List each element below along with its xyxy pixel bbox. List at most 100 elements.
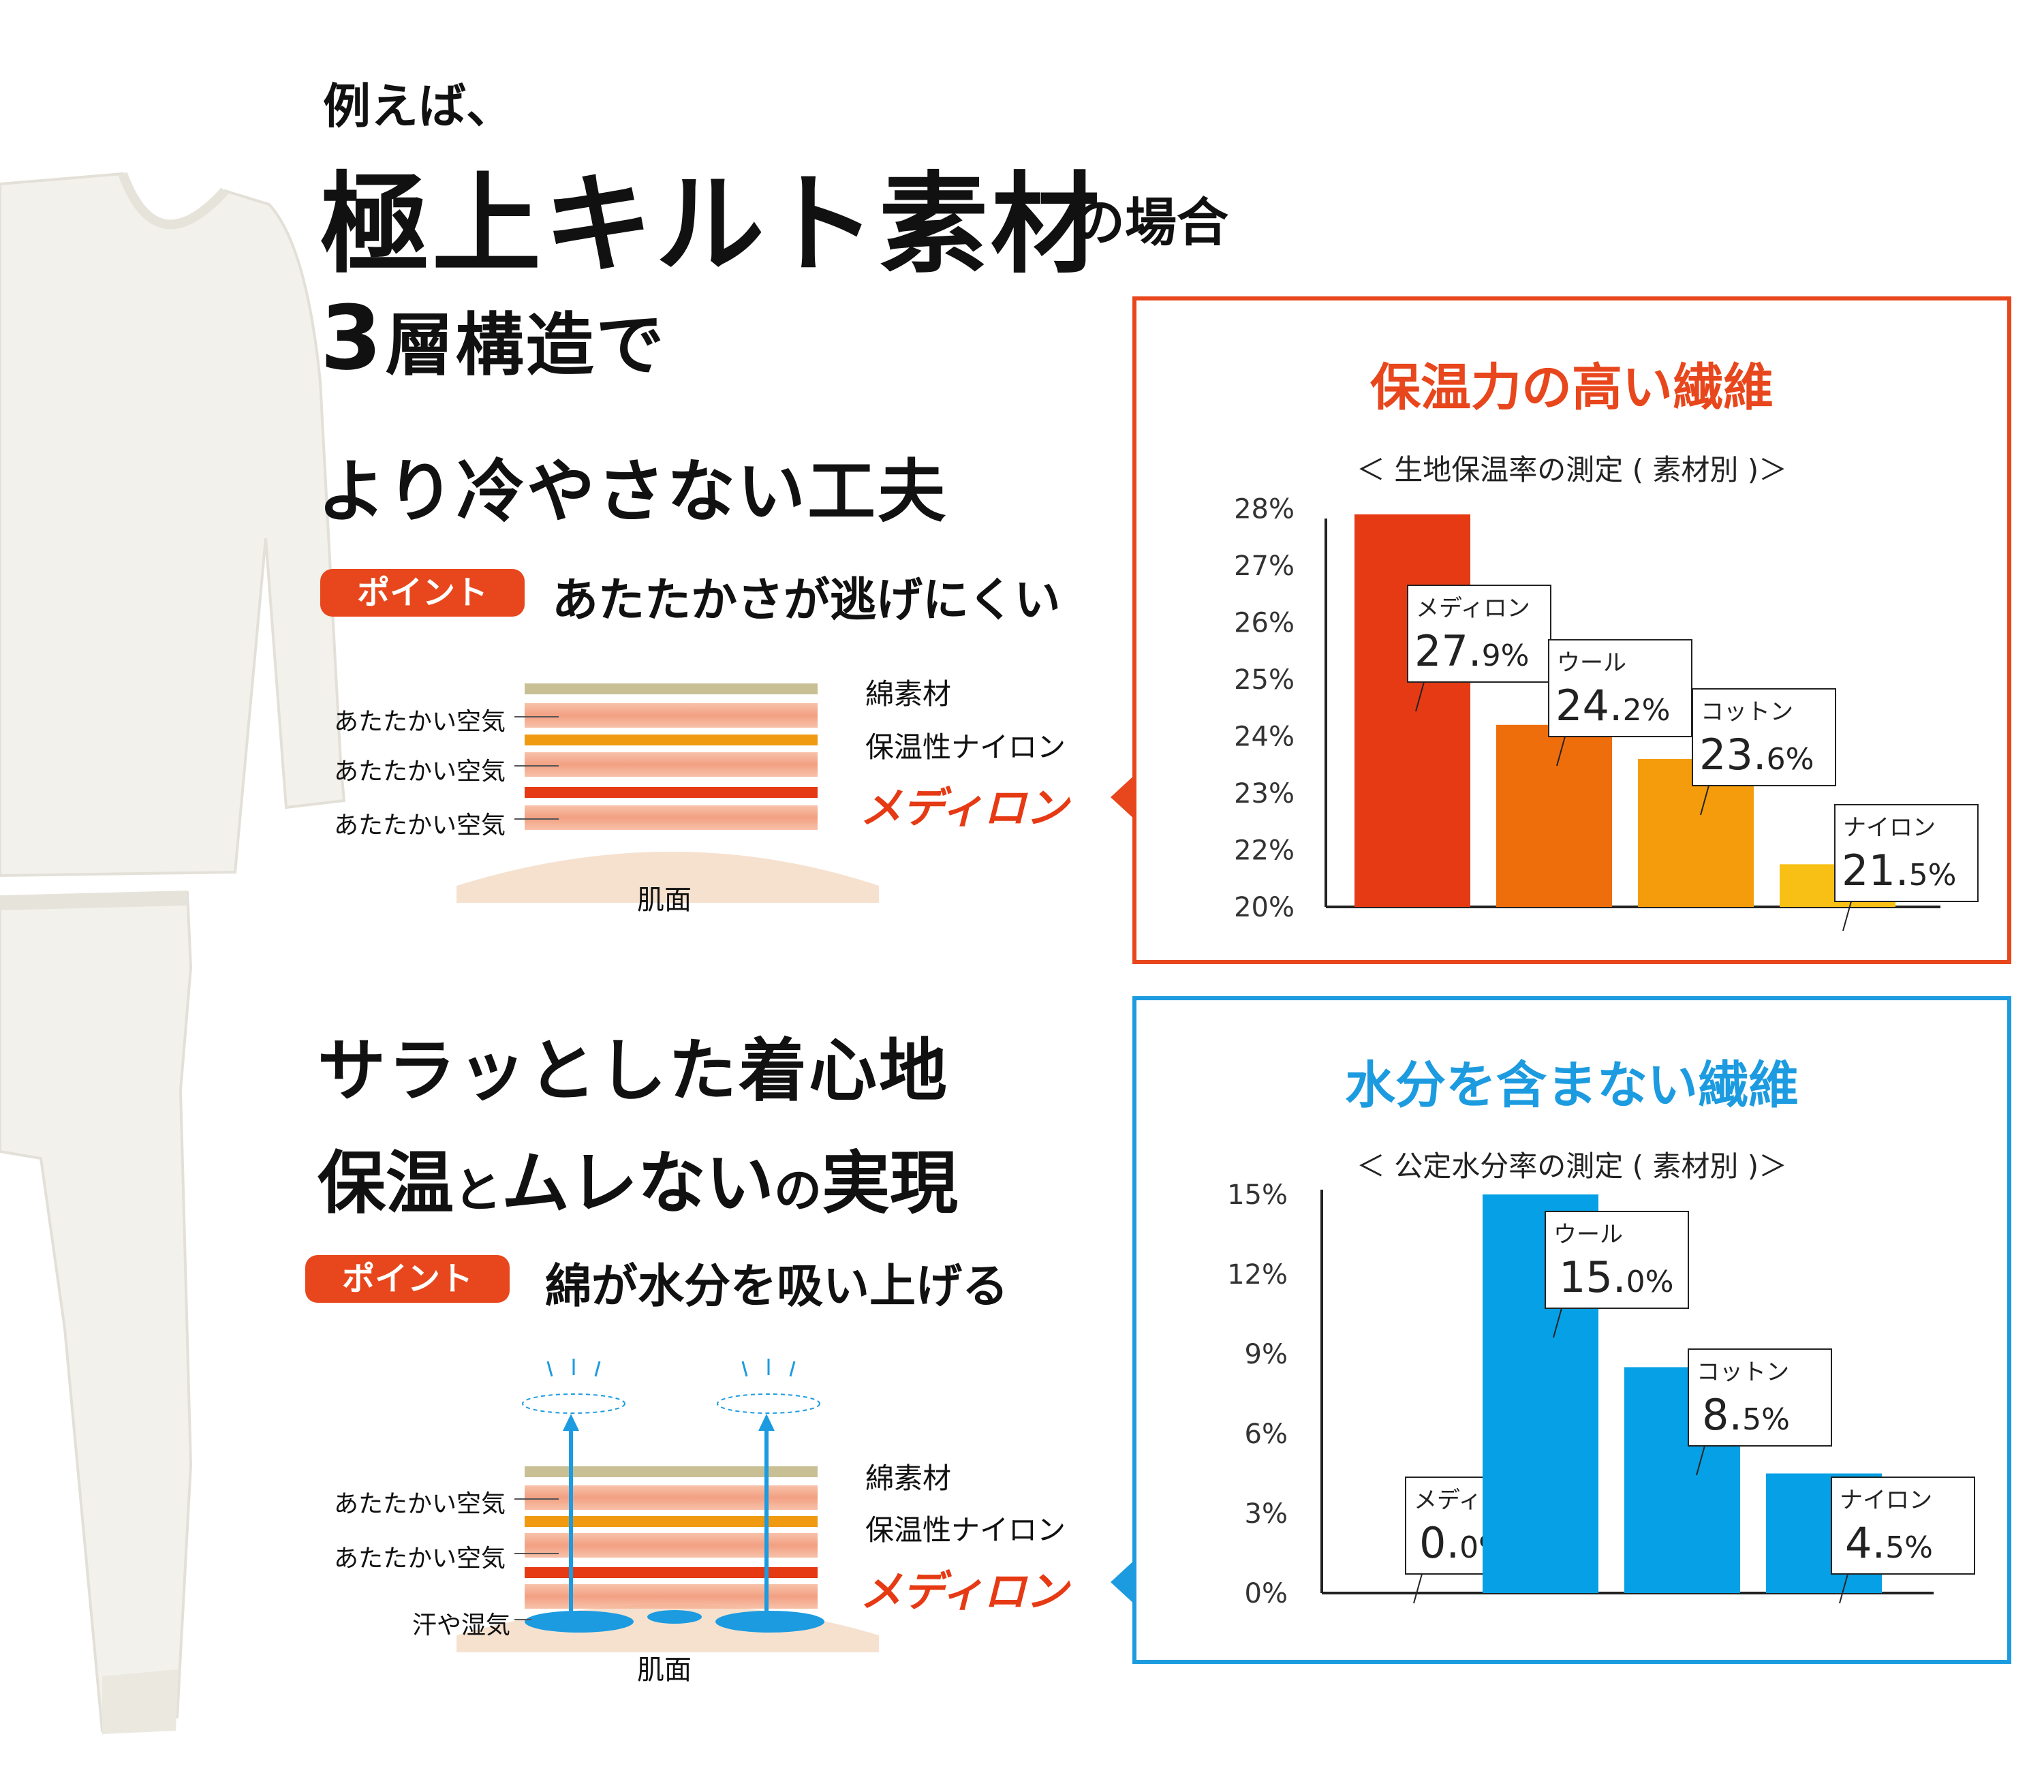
section1-heading-line1: 3 層構造で <box>320 286 666 390</box>
vapor-lines <box>546 1359 796 1377</box>
vapor-arrow-head <box>758 1414 775 1431</box>
value-label-box <box>1545 1211 1689 1309</box>
y-tick-label: 20% <box>1234 892 1295 923</box>
bar <box>1354 514 1470 907</box>
pointer-blue <box>1111 1558 1136 1606</box>
vapor-cloud <box>717 1393 820 1414</box>
chart-2-title: 水分を含まない繊維 <box>1345 1056 1799 1115</box>
warm-air-layer <box>525 1533 818 1558</box>
chart-1-title: 保温力の高い繊維 <box>1370 358 1774 417</box>
skin-label: 肌面 <box>637 884 692 916</box>
value-label-box <box>1688 1348 1832 1447</box>
y-tick-label: 15% <box>1227 1179 1288 1211</box>
label-leader <box>1839 1573 1848 1604</box>
chart-panel-1: 保温力の高い繊維 ＜ 生地保温率の測定 ( 素材別 )＞ 28% 27% 26% 25… <box>1132 296 2011 964</box>
value-label: 4.5% <box>1845 1518 1933 1568</box>
y-tick-label: 3% <box>1245 1498 1288 1530</box>
y-tick-label: 27% <box>1234 551 1295 582</box>
label-leader <box>1553 1308 1562 1338</box>
category-label: ウール <box>1553 1221 1623 1248</box>
lead-text: 例えば、 <box>323 78 514 134</box>
section2-point-text: 綿が水分を吸い上げる <box>545 1260 1009 1314</box>
layer-diagram-2 <box>456 1359 879 1652</box>
section1-heading-line2: より冷やさない工夫 <box>318 452 948 531</box>
value-label-box <box>1407 585 1551 683</box>
y-tick-label: 12% <box>1227 1259 1288 1291</box>
value-label-box <box>1692 688 1836 786</box>
y-tick-label: 0% <box>1245 1578 1288 1609</box>
y-tick-label: 23% <box>1234 778 1295 809</box>
brand-logo: メディロン <box>860 783 1068 833</box>
section2-heading-part: ムレない <box>501 1143 774 1223</box>
brand-logo: メディロン <box>860 1566 1068 1616</box>
layer-diagram-1 <box>456 683 879 903</box>
nylon-label: 保温性ナイロン <box>865 730 1066 764</box>
value-label: 24.2% <box>1555 681 1670 730</box>
y-tick-label: 26% <box>1234 608 1295 639</box>
section1-heading-text: 層構造で <box>385 305 666 385</box>
chart-panel-2: 水分を含まない繊維 ＜ 公定水分率の測定 ( 素材別 )＞ 15% 12% 9% 6%… <box>1132 996 2011 1664</box>
air-label: あたたかい空気 <box>334 1545 506 1573</box>
pointer-red <box>1111 773 1136 821</box>
section2-heading-line1: サラッとした着心地 <box>318 1031 949 1111</box>
warm-air-layer <box>525 752 818 777</box>
medilon-layer <box>525 787 818 798</box>
sweat-drop <box>715 1611 824 1633</box>
value-label: 27.9% <box>1414 626 1529 676</box>
section2-heading-part: 保温 <box>318 1143 454 1223</box>
y-tick-label: 25% <box>1234 664 1295 696</box>
cotton-layer <box>525 1466 818 1477</box>
category-label: コットン <box>1701 698 1793 726</box>
chart-1-plot: 28% 27% 26% 25% 24% 23% 22% 20% メディロン 27.9% ウール 24.… <box>1234 494 1979 931</box>
value-label-box <box>1834 804 1979 902</box>
y-tick-label: 24% <box>1234 722 1295 753</box>
label-leader <box>1842 901 1852 931</box>
sweat-label: 汗や湿気 <box>412 1611 511 1639</box>
category-label: メディロン <box>1416 595 1530 622</box>
undershirt-image <box>0 172 346 878</box>
air-label: あたたかい空気 <box>334 812 506 839</box>
long-johns-image <box>0 891 193 1734</box>
section1-point-badge: ポイント <box>320 569 525 617</box>
bar <box>1496 724 1612 907</box>
section2-heading-part: の <box>774 1162 822 1218</box>
air-label: あたたかい空気 <box>334 708 506 736</box>
y-tick-label: 6% <box>1245 1419 1288 1450</box>
value-label: 15.0% <box>1559 1252 1673 1302</box>
air-label: あたたかい空気 <box>334 1490 506 1518</box>
label-leader <box>1700 785 1709 816</box>
warm-air-layer <box>525 703 818 728</box>
nylon-layer <box>525 735 818 745</box>
y-tick-label: 9% <box>1245 1339 1288 1370</box>
value-label: 23.6% <box>1699 730 1814 779</box>
skin-surface <box>456 852 879 903</box>
cotton-label: 綿素材 <box>865 1462 952 1495</box>
category-label: ナイロン <box>1843 814 1936 841</box>
value-label: 8.5% <box>1702 1390 1790 1440</box>
medilon-layer <box>525 1567 818 1578</box>
nylon-layer <box>525 1516 818 1527</box>
label-leader <box>1413 1573 1423 1604</box>
section2-heading-part: と <box>454 1162 501 1218</box>
cotton-label: 綿素材 <box>865 677 952 711</box>
sweat-drop <box>525 1611 634 1633</box>
label-leader <box>1696 1445 1705 1476</box>
value-label-box <box>1548 639 1692 737</box>
chart-1-subtitle: ＜ 生地保温率の測定 ( 素材別 )＞ <box>1356 453 1788 486</box>
product-title: 極上キルト素材 <box>320 161 1103 288</box>
skin-label: 肌面 <box>637 1654 692 1686</box>
y-tick-label: 28% <box>1234 494 1295 525</box>
garment-illustration <box>0 172 346 1734</box>
value-label: 21.5% <box>1842 846 1956 895</box>
warm-air-layer <box>525 805 818 830</box>
value-label-box <box>1831 1477 1975 1575</box>
section1-point-text: あたたかさが逃げにくい <box>552 574 1061 628</box>
vapor-cloud <box>522 1393 625 1414</box>
warm-air-layer <box>525 1584 818 1609</box>
section2-heading-line2: 保温とムレないの実現 <box>318 1128 958 1226</box>
category-label: ナイロン <box>1840 1487 1932 1514</box>
chart-2-subtitle: ＜ 公定水分率の測定 ( 素材別 )＞ <box>1356 1149 1788 1183</box>
sweat-drop <box>647 1610 702 1624</box>
category-label: ウール <box>1557 649 1626 677</box>
vapor-arrow-head <box>563 1414 579 1431</box>
